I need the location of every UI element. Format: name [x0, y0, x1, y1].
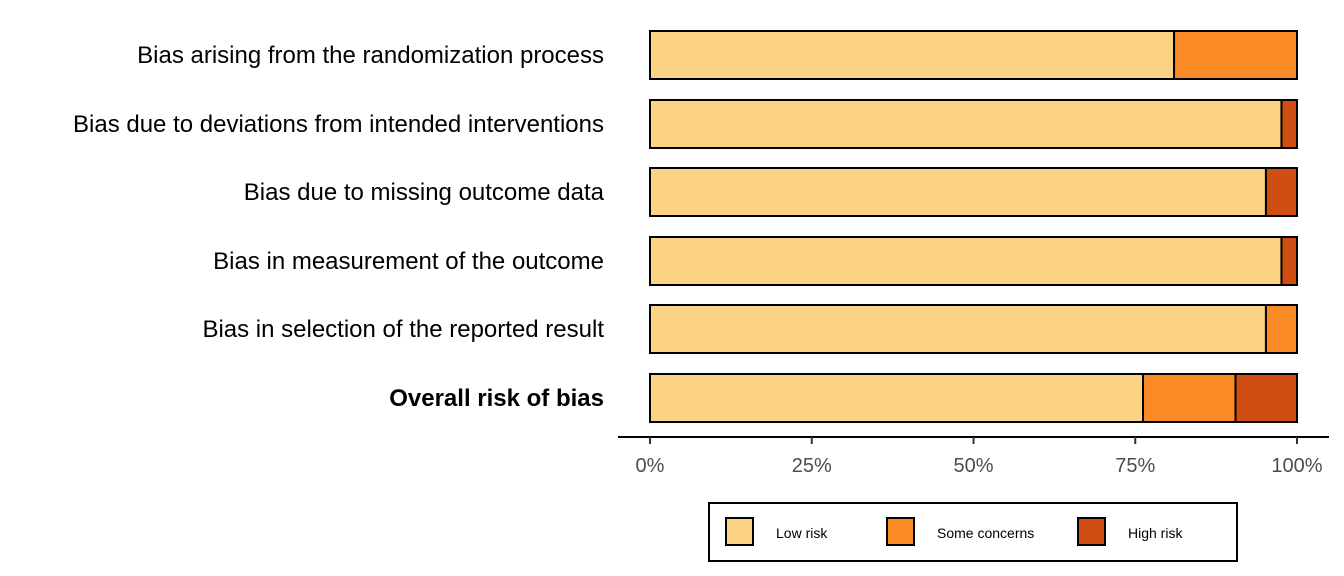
- category-label: Bias in measurement of the outcome: [213, 248, 604, 275]
- bars-layer: [649, 30, 1299, 423]
- legend-label: Low risk: [776, 525, 828, 541]
- legend-label: High risk: [1128, 525, 1183, 541]
- bar-outline: [649, 99, 1298, 149]
- bar-outline: [649, 30, 1298, 80]
- bar-segment-low-risk: [649, 373, 1145, 423]
- x-axis: 0% 25% 50% 75% 100%: [618, 436, 1329, 477]
- category-label: Bias due to deviations from intended int…: [73, 111, 604, 138]
- bar-segment-high-risk: [1280, 236, 1299, 286]
- bar-segment-some-concerns: [1173, 30, 1298, 80]
- category-labels: Bias arising from the randomization proc…: [73, 42, 605, 412]
- bar-segment-high-risk: [1234, 373, 1299, 423]
- legend-swatch: [725, 517, 754, 546]
- x-tick-label: 25%: [792, 455, 832, 477]
- bar-row: [649, 373, 1299, 423]
- category-label: Bias arising from the randomization proc…: [137, 42, 604, 69]
- bar-outline: [649, 167, 1298, 217]
- legend-item: Some concerns: [886, 517, 1034, 546]
- x-tick-label: 75%: [1115, 455, 1155, 477]
- bar-outline: [649, 236, 1298, 286]
- bar-segment-low-risk: [649, 304, 1267, 354]
- legend-item: High risk: [1077, 517, 1183, 546]
- x-tick-label: 0%: [636, 455, 665, 477]
- bar-segment-high-risk: [1264, 167, 1298, 217]
- bar-segment-low-risk: [649, 167, 1267, 217]
- x-tick-label: 100%: [1271, 455, 1322, 477]
- legend-swatch: [1077, 517, 1106, 546]
- bar-segment-high-risk: [1280, 99, 1299, 149]
- legend-label: Some concerns: [937, 525, 1034, 541]
- bar-segment-low-risk: [649, 30, 1176, 80]
- bar-outline: [649, 304, 1298, 354]
- legend-box: [708, 502, 1238, 562]
- bar-row: [649, 99, 1299, 149]
- bar-row: [649, 236, 1299, 286]
- bar-segment-some-concerns: [1142, 373, 1237, 423]
- bar-segment-some-concerns: [1264, 304, 1298, 354]
- bar-row: [649, 167, 1298, 217]
- bar-outline: [649, 373, 1298, 423]
- bar-segment-low-risk: [649, 236, 1283, 286]
- legend-swatch: [886, 517, 915, 546]
- category-label: Bias in selection of the reported result: [202, 316, 604, 343]
- bar-row: [649, 30, 1298, 80]
- bar-row: [649, 304, 1298, 354]
- legend: Low risk Some concerns High risk: [708, 502, 1238, 562]
- bar-segment-low-risk: [649, 99, 1283, 149]
- category-label: Bias due to missing outcome data: [244, 179, 605, 206]
- category-label: Overall risk of bias: [389, 385, 604, 412]
- x-tick-label: 50%: [953, 455, 993, 477]
- legend-item: Low risk: [725, 517, 828, 546]
